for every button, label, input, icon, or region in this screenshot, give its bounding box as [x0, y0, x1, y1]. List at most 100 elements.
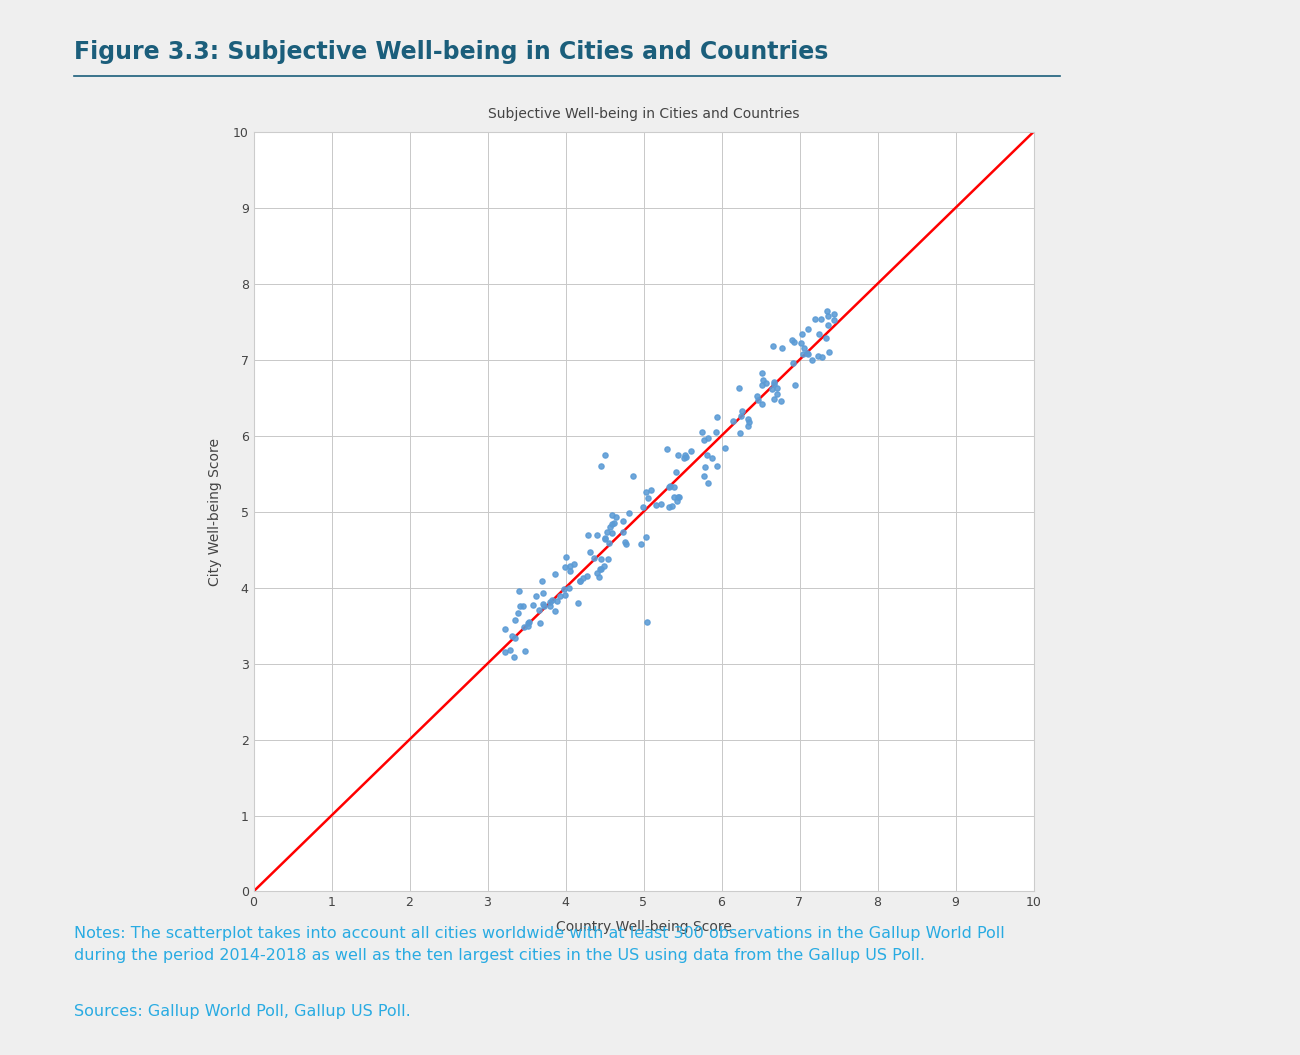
- Point: [541, 592, 562, 609]
- Point: [597, 551, 618, 568]
- Point: [692, 424, 712, 441]
- Point: [824, 305, 845, 322]
- Point: [508, 582, 529, 599]
- Point: [731, 407, 751, 424]
- Point: [569, 572, 590, 589]
- Point: [646, 497, 667, 514]
- Point: [529, 601, 550, 618]
- Point: [706, 408, 727, 425]
- Point: [573, 570, 594, 587]
- Point: [807, 347, 828, 364]
- Point: [811, 310, 832, 327]
- Point: [772, 340, 793, 357]
- Point: [540, 593, 560, 610]
- Point: [651, 496, 672, 513]
- Point: [767, 386, 788, 403]
- Point: [729, 424, 750, 441]
- Point: [697, 474, 718, 491]
- Point: [612, 524, 633, 541]
- Point: [533, 586, 554, 602]
- Point: [519, 613, 540, 630]
- Text: Figure 3.3: Subjective Well-being in Cities and Countries: Figure 3.3: Subjective Well-being in Cit…: [74, 40, 828, 64]
- Point: [615, 534, 636, 551]
- Point: [523, 596, 543, 613]
- Point: [594, 530, 615, 546]
- Point: [545, 602, 566, 619]
- Point: [586, 526, 607, 543]
- Point: [590, 551, 611, 568]
- Point: [723, 413, 744, 429]
- Point: [499, 641, 520, 658]
- Point: [816, 303, 837, 320]
- Point: [525, 588, 546, 605]
- Point: [757, 375, 777, 391]
- Point: [805, 310, 826, 327]
- Point: [823, 311, 844, 328]
- Point: [515, 642, 536, 659]
- Point: [793, 340, 814, 357]
- Point: [555, 549, 576, 565]
- Text: Sources: Gallup World Poll, Gallup US Poll.: Sources: Gallup World Poll, Gallup US Po…: [74, 1004, 411, 1019]
- Point: [564, 556, 585, 573]
- Point: [636, 529, 656, 545]
- Point: [616, 535, 637, 552]
- Point: [667, 493, 688, 510]
- Point: [559, 562, 580, 579]
- Point: [659, 499, 680, 516]
- Point: [809, 326, 829, 343]
- Point: [540, 597, 560, 614]
- Point: [766, 380, 786, 397]
- Point: [746, 387, 767, 404]
- Point: [569, 573, 590, 590]
- Point: [667, 488, 688, 505]
- Point: [763, 373, 784, 390]
- Point: [706, 457, 727, 474]
- Point: [504, 611, 525, 628]
- Point: [818, 308, 839, 325]
- Point: [590, 560, 611, 577]
- Point: [698, 429, 719, 446]
- Point: [753, 371, 774, 388]
- Point: [762, 380, 783, 397]
- Point: [586, 564, 607, 581]
- Point: [663, 488, 684, 505]
- Point: [555, 558, 576, 575]
- Point: [751, 364, 772, 381]
- Point: [668, 490, 689, 506]
- Point: [602, 516, 623, 533]
- Point: [702, 449, 723, 466]
- Point: [819, 344, 840, 361]
- Point: [577, 526, 598, 543]
- Point: [606, 509, 627, 525]
- Point: [792, 326, 812, 343]
- Point: [763, 376, 784, 392]
- Point: [584, 550, 605, 567]
- Point: [517, 614, 538, 631]
- Point: [529, 614, 550, 631]
- Point: [675, 446, 696, 463]
- Point: [781, 331, 802, 348]
- Point: [641, 482, 662, 499]
- Point: [588, 569, 608, 586]
- Point: [783, 354, 803, 371]
- Point: [532, 573, 552, 590]
- Point: [533, 596, 554, 613]
- Point: [705, 424, 725, 441]
- Point: [656, 441, 677, 458]
- Point: [737, 418, 758, 435]
- Point: [554, 580, 575, 597]
- Point: [567, 594, 588, 611]
- Point: [738, 414, 759, 430]
- Point: [637, 613, 658, 630]
- Point: [590, 560, 611, 577]
- Point: [512, 597, 533, 614]
- Point: [503, 649, 524, 666]
- Point: [771, 392, 792, 409]
- Point: [751, 377, 772, 394]
- Point: [793, 345, 814, 362]
- Point: [664, 479, 685, 496]
- Point: [619, 504, 640, 521]
- Point: [659, 478, 680, 495]
- Point: [815, 329, 836, 346]
- Point: [510, 597, 530, 614]
